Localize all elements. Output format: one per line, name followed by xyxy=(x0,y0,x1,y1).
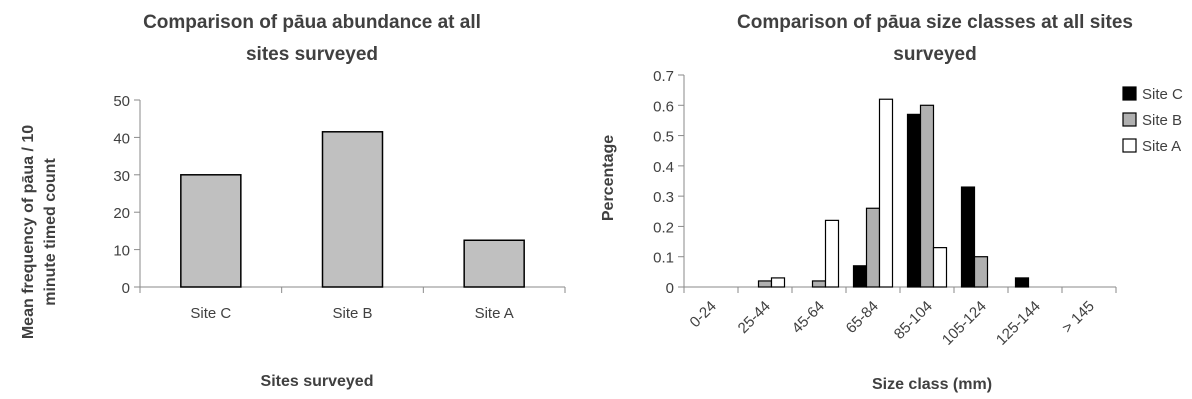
bar-site-b xyxy=(757,280,773,288)
legend-swatch xyxy=(1122,138,1137,153)
y-tick-label: 0.7 xyxy=(653,68,674,85)
bar-site-c xyxy=(906,113,922,288)
legend: Site C Site B Site A xyxy=(1122,86,1183,155)
x-tick-label: 45-64 xyxy=(789,298,828,337)
bar-site-a xyxy=(878,98,894,288)
x-tick-label: 105-124 xyxy=(939,298,990,349)
bar-site-a xyxy=(770,277,786,288)
abundance-chart: Comparison of pāua abundance at all site… xyxy=(20,12,566,390)
bar xyxy=(321,131,384,288)
x-axis-title: Sites surveyed xyxy=(261,373,374,390)
y-tick-label: 0.2 xyxy=(653,219,674,236)
y-tick-label: 20 xyxy=(113,205,130,222)
x-tick-label: 65-84 xyxy=(843,298,882,337)
y-tick-label: 50 xyxy=(113,93,130,110)
bar-site-a xyxy=(824,219,840,288)
y-axis-title-line-1: Mean frequency of pāua / 10 xyxy=(20,125,37,339)
size-class-chart: Comparison of pāua size classes at all s… xyxy=(600,12,1183,393)
legend-label: Site C xyxy=(1142,86,1183,103)
bar xyxy=(463,239,525,288)
bar-site-c xyxy=(1014,277,1030,288)
chart-title-line-2: sites surveyed xyxy=(246,44,378,65)
bar-site-c xyxy=(960,186,976,288)
legend-swatch xyxy=(1122,86,1137,101)
bar-site-b xyxy=(973,256,989,288)
y-tick-label: 0.1 xyxy=(653,250,674,267)
x-tick-label: 85-104 xyxy=(891,298,936,343)
bar-site-a xyxy=(932,247,948,288)
y-tick-label: 40 xyxy=(113,130,130,147)
y-tick-label: 0.4 xyxy=(653,159,674,176)
y-axis-title-line-2: minute timed count xyxy=(42,158,59,306)
x-tick-label: Site B xyxy=(332,305,372,322)
x-tick-label: 0-24 xyxy=(687,298,720,331)
y-axis-title: Percentage xyxy=(600,135,617,221)
bar-site-b xyxy=(811,280,827,288)
bar-site-b xyxy=(865,207,881,288)
y-tick-label: 0 xyxy=(666,280,674,297)
chart-title-line-1: Comparison of pāua abundance at all xyxy=(143,12,481,33)
legend-label: Site A xyxy=(1142,138,1181,155)
legend-label: Site B xyxy=(1142,112,1182,129)
y-tick-label: 30 xyxy=(113,168,130,185)
x-axis-title: Size class (mm) xyxy=(872,376,992,393)
x-tick-label: 25-44 xyxy=(735,298,774,337)
chart-title-line-1: Comparison of pāua size classes at all s… xyxy=(737,12,1133,33)
bar-site-b xyxy=(919,104,935,288)
bar xyxy=(180,174,242,288)
y-tick-label: 0.6 xyxy=(653,98,674,115)
bar-site-c xyxy=(852,265,868,288)
x-tick-label: Site C xyxy=(190,305,231,322)
y-tick-label: 0.3 xyxy=(653,189,674,206)
y-tick-label: 0.5 xyxy=(653,129,674,146)
legend-swatch xyxy=(1122,112,1137,127)
y-tick-label: 10 xyxy=(113,243,130,260)
y-tick-label: 0 xyxy=(122,280,130,297)
x-tick-label: 125-144 xyxy=(993,298,1044,349)
x-tick-label: Site A xyxy=(475,305,514,322)
x-tick-label: > 145 xyxy=(1059,298,1098,337)
chart-title-line-2: surveyed xyxy=(893,44,976,65)
